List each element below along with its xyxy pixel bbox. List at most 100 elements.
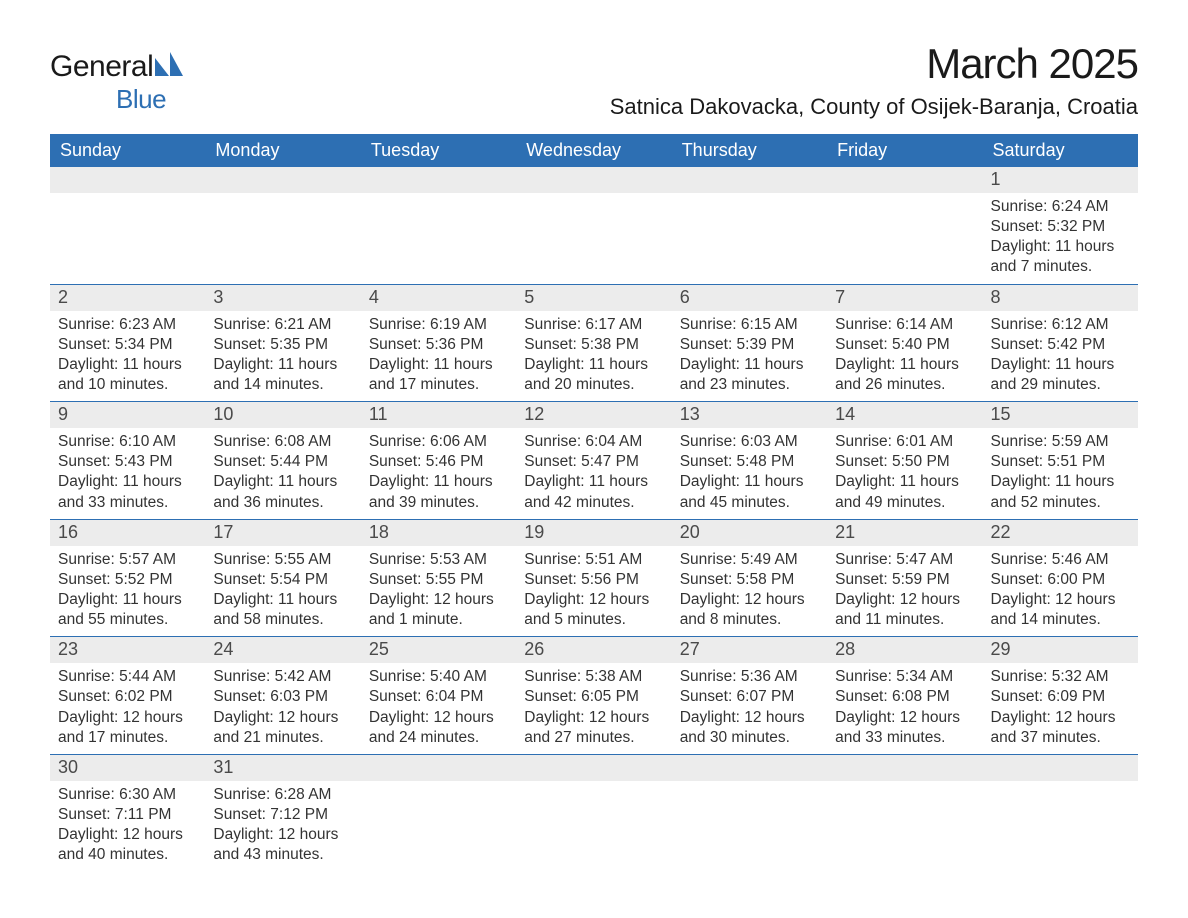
daylight-text-1: Daylight: 11 hours bbox=[680, 472, 819, 492]
sunrise-text: Sunrise: 6:04 AM bbox=[524, 432, 663, 452]
day-details bbox=[516, 193, 671, 203]
daylight-text-2: and 7 minutes. bbox=[991, 257, 1130, 277]
sunset-text: Sunset: 5:32 PM bbox=[991, 217, 1130, 237]
calendar-cell: 3Sunrise: 6:21 AMSunset: 5:35 PMDaylight… bbox=[205, 285, 360, 402]
day-number: 12 bbox=[516, 402, 671, 428]
sunrise-text: Sunrise: 5:32 AM bbox=[991, 667, 1130, 687]
calendar-cell: 24Sunrise: 5:42 AMSunset: 6:03 PMDayligh… bbox=[205, 637, 360, 754]
daylight-text-1: Daylight: 11 hours bbox=[369, 472, 508, 492]
daylight-text-2: and 29 minutes. bbox=[991, 375, 1130, 395]
sunset-text: Sunset: 5:51 PM bbox=[991, 452, 1130, 472]
daylight-text-2: and 52 minutes. bbox=[991, 493, 1130, 513]
location-subtitle: Satnica Dakovacka, County of Osijek-Bara… bbox=[610, 94, 1138, 120]
sunrise-text: Sunrise: 5:55 AM bbox=[213, 550, 352, 570]
calendar-week: 30Sunrise: 6:30 AMSunset: 7:11 PMDayligh… bbox=[50, 755, 1138, 872]
calendar-cell: 15Sunrise: 5:59 AMSunset: 5:51 PMDayligh… bbox=[983, 402, 1138, 519]
daylight-text-2: and 1 minute. bbox=[369, 610, 508, 630]
calendar-cell: 21Sunrise: 5:47 AMSunset: 5:59 PMDayligh… bbox=[827, 520, 982, 637]
weekday-monday: Monday bbox=[205, 134, 360, 167]
day-number: 27 bbox=[672, 637, 827, 663]
day-number: 11 bbox=[361, 402, 516, 428]
sunrise-text: Sunrise: 5:36 AM bbox=[680, 667, 819, 687]
day-number bbox=[983, 755, 1138, 781]
daylight-text-1: Daylight: 12 hours bbox=[369, 708, 508, 728]
day-details bbox=[983, 781, 1138, 791]
daylight-text-2: and 11 minutes. bbox=[835, 610, 974, 630]
sunrise-text: Sunrise: 5:57 AM bbox=[58, 550, 197, 570]
calendar-body: 1Sunrise: 6:24 AMSunset: 5:32 PMDaylight… bbox=[50, 167, 1138, 871]
sunrise-text: Sunrise: 6:12 AM bbox=[991, 315, 1130, 335]
brand-word-1: General bbox=[50, 50, 153, 84]
day-number: 7 bbox=[827, 285, 982, 311]
calendar-cell bbox=[672, 167, 827, 284]
calendar-cell: 28Sunrise: 5:34 AMSunset: 6:08 PMDayligh… bbox=[827, 637, 982, 754]
day-number: 6 bbox=[672, 285, 827, 311]
day-number bbox=[205, 167, 360, 193]
calendar-cell: 30Sunrise: 6:30 AMSunset: 7:11 PMDayligh… bbox=[50, 755, 205, 872]
sunrise-text: Sunrise: 5:47 AM bbox=[835, 550, 974, 570]
calendar-cell: 16Sunrise: 5:57 AMSunset: 5:52 PMDayligh… bbox=[50, 520, 205, 637]
calendar-cell bbox=[516, 167, 671, 284]
calendar-cell: 13Sunrise: 6:03 AMSunset: 5:48 PMDayligh… bbox=[672, 402, 827, 519]
daylight-text-1: Daylight: 11 hours bbox=[524, 355, 663, 375]
day-details: Sunrise: 6:12 AMSunset: 5:42 PMDaylight:… bbox=[983, 311, 1138, 402]
day-details: Sunrise: 5:34 AMSunset: 6:08 PMDaylight:… bbox=[827, 663, 982, 754]
daylight-text-1: Daylight: 11 hours bbox=[524, 472, 663, 492]
daylight-text-2: and 37 minutes. bbox=[991, 728, 1130, 748]
day-number: 1 bbox=[983, 167, 1138, 193]
sunset-text: Sunset: 6:04 PM bbox=[369, 687, 508, 707]
daylight-text-1: Daylight: 12 hours bbox=[991, 708, 1130, 728]
daylight-text-1: Daylight: 11 hours bbox=[58, 355, 197, 375]
day-details: Sunrise: 5:53 AMSunset: 5:55 PMDaylight:… bbox=[361, 546, 516, 637]
day-number: 30 bbox=[50, 755, 205, 781]
calendar-cell bbox=[827, 755, 982, 872]
calendar-cell: 2Sunrise: 6:23 AMSunset: 5:34 PMDaylight… bbox=[50, 285, 205, 402]
weekday-sunday: Sunday bbox=[50, 134, 205, 167]
day-details: Sunrise: 5:49 AMSunset: 5:58 PMDaylight:… bbox=[672, 546, 827, 637]
daylight-text-2: and 45 minutes. bbox=[680, 493, 819, 513]
day-details: Sunrise: 5:38 AMSunset: 6:05 PMDaylight:… bbox=[516, 663, 671, 754]
weekday-wednesday: Wednesday bbox=[516, 134, 671, 167]
sunrise-text: Sunrise: 5:49 AM bbox=[680, 550, 819, 570]
calendar-cell bbox=[50, 167, 205, 284]
daylight-text-2: and 21 minutes. bbox=[213, 728, 352, 748]
daylight-text-2: and 30 minutes. bbox=[680, 728, 819, 748]
day-number: 23 bbox=[50, 637, 205, 663]
day-details: Sunrise: 6:28 AMSunset: 7:12 PMDaylight:… bbox=[205, 781, 360, 872]
day-details bbox=[361, 781, 516, 791]
daylight-text-1: Daylight: 11 hours bbox=[835, 472, 974, 492]
sunset-text: Sunset: 5:40 PM bbox=[835, 335, 974, 355]
day-details bbox=[827, 193, 982, 203]
brand-word-2: Blue bbox=[116, 84, 166, 115]
sunset-text: Sunset: 6:09 PM bbox=[991, 687, 1130, 707]
day-number: 18 bbox=[361, 520, 516, 546]
calendar-cell: 11Sunrise: 6:06 AMSunset: 5:46 PMDayligh… bbox=[361, 402, 516, 519]
sunset-text: Sunset: 6:07 PM bbox=[680, 687, 819, 707]
daylight-text-1: Daylight: 11 hours bbox=[213, 472, 352, 492]
sunset-text: Sunset: 5:54 PM bbox=[213, 570, 352, 590]
day-details: Sunrise: 6:04 AMSunset: 5:47 PMDaylight:… bbox=[516, 428, 671, 519]
weekday-friday: Friday bbox=[827, 134, 982, 167]
day-details: Sunrise: 6:19 AMSunset: 5:36 PMDaylight:… bbox=[361, 311, 516, 402]
day-number bbox=[672, 167, 827, 193]
daylight-text-2: and 43 minutes. bbox=[213, 845, 352, 865]
daylight-text-1: Daylight: 12 hours bbox=[58, 825, 197, 845]
day-number bbox=[50, 167, 205, 193]
calendar-cell bbox=[983, 755, 1138, 872]
title-block: March 2025 Satnica Dakovacka, County of … bbox=[610, 40, 1138, 120]
day-number: 28 bbox=[827, 637, 982, 663]
calendar-cell: 17Sunrise: 5:55 AMSunset: 5:54 PMDayligh… bbox=[205, 520, 360, 637]
day-number bbox=[361, 167, 516, 193]
sunset-text: Sunset: 5:34 PM bbox=[58, 335, 197, 355]
calendar-header-row: Sunday Monday Tuesday Wednesday Thursday… bbox=[50, 134, 1138, 167]
day-details: Sunrise: 5:44 AMSunset: 6:02 PMDaylight:… bbox=[50, 663, 205, 754]
day-number: 8 bbox=[983, 285, 1138, 311]
calendar-cell: 7Sunrise: 6:14 AMSunset: 5:40 PMDaylight… bbox=[827, 285, 982, 402]
page-title: March 2025 bbox=[610, 40, 1138, 88]
day-number: 29 bbox=[983, 637, 1138, 663]
day-details: Sunrise: 6:23 AMSunset: 5:34 PMDaylight:… bbox=[50, 311, 205, 402]
day-number: 31 bbox=[205, 755, 360, 781]
day-number bbox=[516, 167, 671, 193]
sunset-text: Sunset: 6:00 PM bbox=[991, 570, 1130, 590]
calendar: Sunday Monday Tuesday Wednesday Thursday… bbox=[50, 134, 1138, 871]
